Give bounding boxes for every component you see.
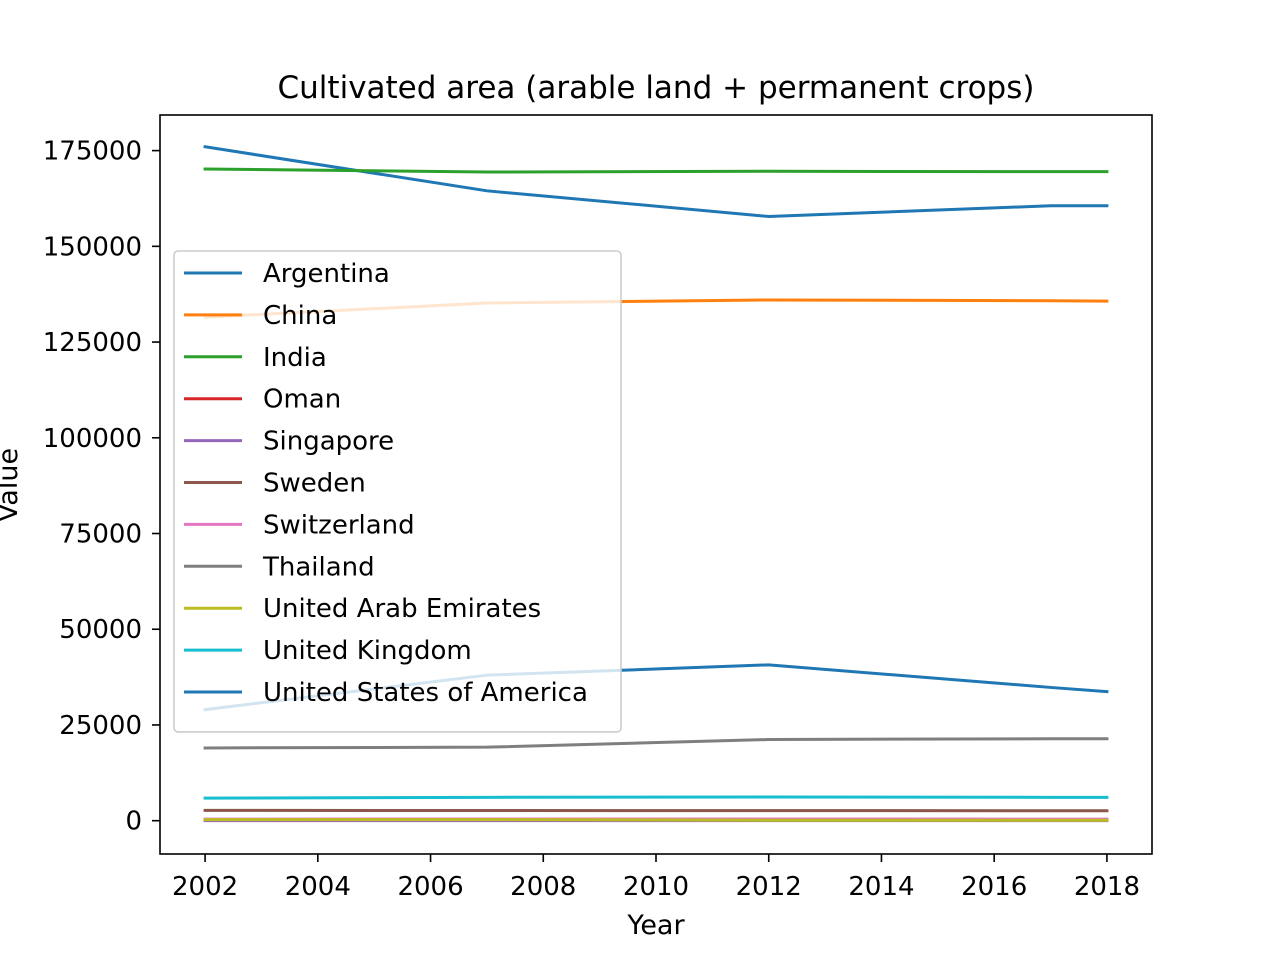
y-tick-label-6: 150000 (43, 232, 142, 262)
x-axis: 2002 2004 2006 2008 2010 2012 2014 2016 2018 (172, 854, 1140, 902)
y-tick-label-0: 0 (125, 807, 142, 837)
legend-label-5: Sweden (263, 469, 366, 499)
y-axis: 0 25000 50000 75000 100000 125000 150000 175000 (43, 137, 160, 837)
series-line-8 (203, 818, 1109, 822)
legend-label-4: Singapore (263, 427, 394, 457)
legend-label-2: India (263, 343, 327, 373)
y-axis-label: Value (0, 448, 24, 522)
x-tick-label-5: 2012 (736, 872, 802, 902)
series-line-2 (203, 167, 1109, 174)
series-layer (203, 145, 1109, 823)
x-tick-label-1: 2004 (285, 872, 351, 902)
y-tick-label-3: 75000 (59, 520, 142, 550)
series-line-0 (203, 145, 1109, 218)
legend-label-6: Switzerland (263, 510, 415, 540)
y-tick-label-1: 25000 (59, 711, 142, 741)
x-tick-label-4: 2010 (623, 872, 689, 902)
x-axis-label: Year (626, 910, 685, 941)
x-tick-label-0: 2002 (172, 872, 238, 902)
legend-label-1: China (263, 301, 337, 331)
series-line-9 (203, 795, 1109, 800)
legend-label-7: Thailand (262, 552, 375, 582)
legend-box (173, 250, 622, 733)
legend-label-9: United Kingdom (263, 636, 472, 666)
chart-title: Cultivated area (arable land + permanent… (278, 70, 1035, 106)
y-tick-label-4: 100000 (43, 424, 142, 454)
x-tick-label-6: 2014 (848, 872, 914, 902)
x-tick-label-3: 2008 (510, 872, 576, 902)
x-tick-label-2: 2006 (397, 872, 463, 902)
legend-label-0: Argentina (263, 259, 390, 289)
legend-label-10: United States of America (263, 678, 588, 708)
legend-label-8: United Arab Emirates (263, 594, 541, 624)
x-tick-label-8: 2018 (1074, 872, 1140, 902)
y-tick-label-7: 175000 (43, 137, 142, 167)
x-tick-label-7: 2016 (961, 872, 1027, 902)
series-line-7 (203, 737, 1109, 750)
legend-label-3: Oman (263, 385, 341, 415)
legend: Argentina China India Oman Singapore Sweden Sw… (173, 250, 622, 733)
y-tick-label-5: 125000 (43, 328, 142, 358)
y-tick-label-2: 50000 (59, 615, 142, 645)
